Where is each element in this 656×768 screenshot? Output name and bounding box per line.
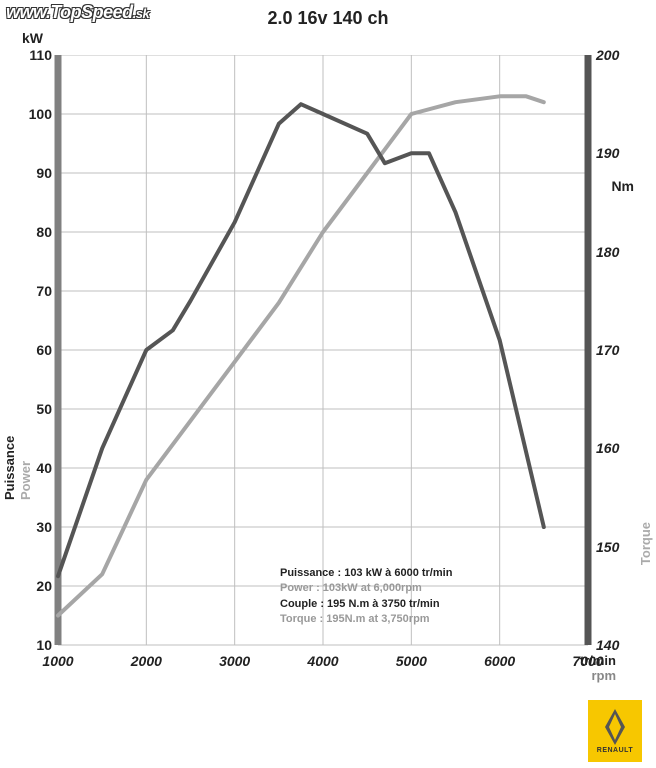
- y1-axis-label-fr: Puissance: [2, 436, 17, 500]
- watermark-www: www.: [6, 2, 50, 22]
- summary-torque-fr: Couple : 195 N.m à 3750 tr/min: [280, 597, 452, 612]
- y1-tick-label: 60: [22, 342, 52, 358]
- y1-tick-label: 30: [22, 519, 52, 535]
- y2-tick-label: 140: [596, 637, 619, 653]
- y2-tick-label: 150: [596, 539, 619, 555]
- y2-unit-label: Nm: [611, 178, 634, 194]
- y1-tick-label: 70: [22, 283, 52, 299]
- y1-tick-label: 40: [22, 460, 52, 476]
- y1-tick-label: 10: [22, 637, 52, 653]
- y2-tick-label: 160: [596, 440, 619, 456]
- x-tick-label: 1000: [33, 653, 83, 669]
- x-tick-label: 7000: [563, 653, 613, 669]
- watermark-main: TopSpeed: [50, 2, 132, 22]
- y2-axis-label-en: Torque: [638, 522, 653, 565]
- summary-torque-en: Torque : 195N.m at 3,750rpm: [280, 612, 452, 627]
- summary-power-fr: Puissance : 103 kW à 6000 tr/min: [280, 566, 452, 581]
- renault-diamond-icon: [601, 709, 629, 745]
- y2-tick-label: 170: [596, 342, 619, 358]
- y1-tick-label: 100: [22, 106, 52, 122]
- x-tick-label: 2000: [121, 653, 171, 669]
- watermark: www.TopSpeed.sk: [6, 2, 149, 23]
- y2-tick-label: 190: [596, 145, 619, 161]
- x-tick-label: 5000: [386, 653, 436, 669]
- y2-tick-label: 200: [596, 47, 619, 63]
- summary-power-en: Power : 103kW at 6,000rpm: [280, 581, 452, 596]
- summary-box: Puissance : 103 kW à 6000 tr/min Power :…: [280, 566, 452, 628]
- y1-tick-label: 110: [22, 47, 52, 63]
- y1-tick-label: 80: [22, 224, 52, 240]
- renault-logo-text: RENAULT: [597, 747, 633, 754]
- x-tick-label: 3000: [210, 653, 260, 669]
- watermark-sk: .sk: [133, 6, 150, 21]
- y1-tick-label: 90: [22, 165, 52, 181]
- y1-tick-label: 50: [22, 401, 52, 417]
- y1-tick-label: 20: [22, 578, 52, 594]
- x-tick-label: 6000: [475, 653, 525, 669]
- renault-logo: RENAULT: [588, 700, 642, 762]
- x-tick-label: 4000: [298, 653, 348, 669]
- y1-unit-label: kW: [22, 30, 43, 46]
- y2-tick-label: 180: [596, 244, 619, 260]
